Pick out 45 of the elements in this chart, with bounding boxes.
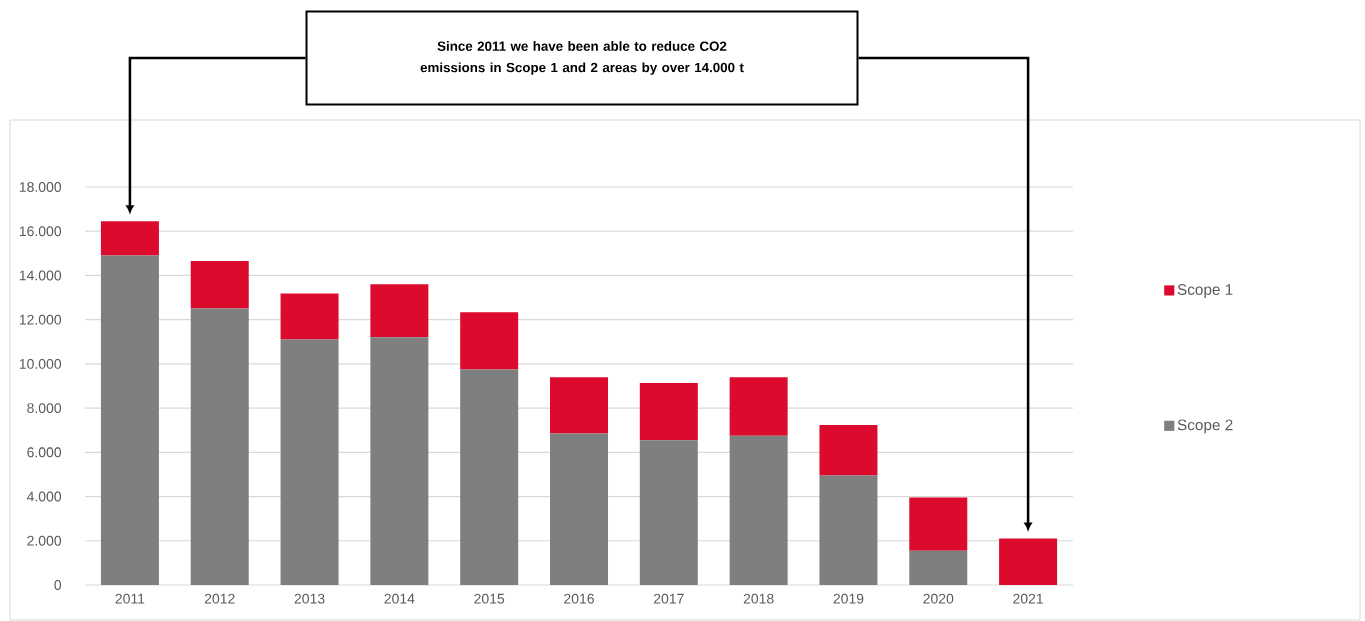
bar xyxy=(190,308,249,585)
y-tick-label: 0 xyxy=(54,580,62,590)
y-tick-label: 16.000 xyxy=(19,226,62,237)
y-tick-label: 12.000 xyxy=(19,314,62,325)
x-tick-label: 2011 xyxy=(115,593,145,604)
bar xyxy=(460,369,519,585)
y-tick-label: 4.000 xyxy=(26,491,62,502)
bar xyxy=(819,425,878,476)
y-tick-label: 18.000 xyxy=(19,182,62,192)
bar xyxy=(370,337,429,585)
bar xyxy=(819,475,878,585)
x-tick-label: 2014 xyxy=(384,593,415,604)
bar xyxy=(100,255,159,585)
x-tick-label: 2020 xyxy=(923,593,954,604)
bar xyxy=(100,221,159,256)
y-tick-label: 14.000 xyxy=(19,270,62,281)
bar xyxy=(370,284,429,338)
x-tick-label: 2019 xyxy=(833,593,864,604)
y-tick-label: 10.000 xyxy=(19,358,62,369)
x-tick-label: 2017 xyxy=(653,593,684,604)
bar xyxy=(909,497,968,551)
text: Since 2011 we have been able to reduce CO2 emissions in Scope 1 and 2 areas by over 14.000 t xyxy=(420,41,744,75)
y-tick-label: 6.000 xyxy=(27,447,62,458)
bar xyxy=(999,538,1058,585)
bar xyxy=(909,550,968,585)
bar xyxy=(639,383,698,441)
bar xyxy=(280,339,339,585)
bar xyxy=(550,433,608,585)
bar xyxy=(729,377,788,436)
x-tick-label: 2021 xyxy=(1013,593,1043,604)
x-tick-label: 2012 xyxy=(204,593,235,604)
bar xyxy=(460,312,519,370)
legend-label: Scope 1 xyxy=(1177,284,1233,298)
bar xyxy=(729,435,788,585)
x-tick-label: 2016 xyxy=(564,593,594,604)
bar xyxy=(639,440,698,585)
y-tick-label: 8.000 xyxy=(27,403,62,414)
bar xyxy=(280,293,339,340)
x-tick-label: 2013 xyxy=(294,593,325,604)
y-tick-label: 2.000 xyxy=(27,535,62,546)
legend-label: Scope 2 xyxy=(1177,419,1233,434)
x-tick-label: 2018 xyxy=(743,593,774,604)
bar xyxy=(190,261,249,309)
bar xyxy=(550,377,608,434)
x-tick-label: 2015 xyxy=(474,593,505,604)
